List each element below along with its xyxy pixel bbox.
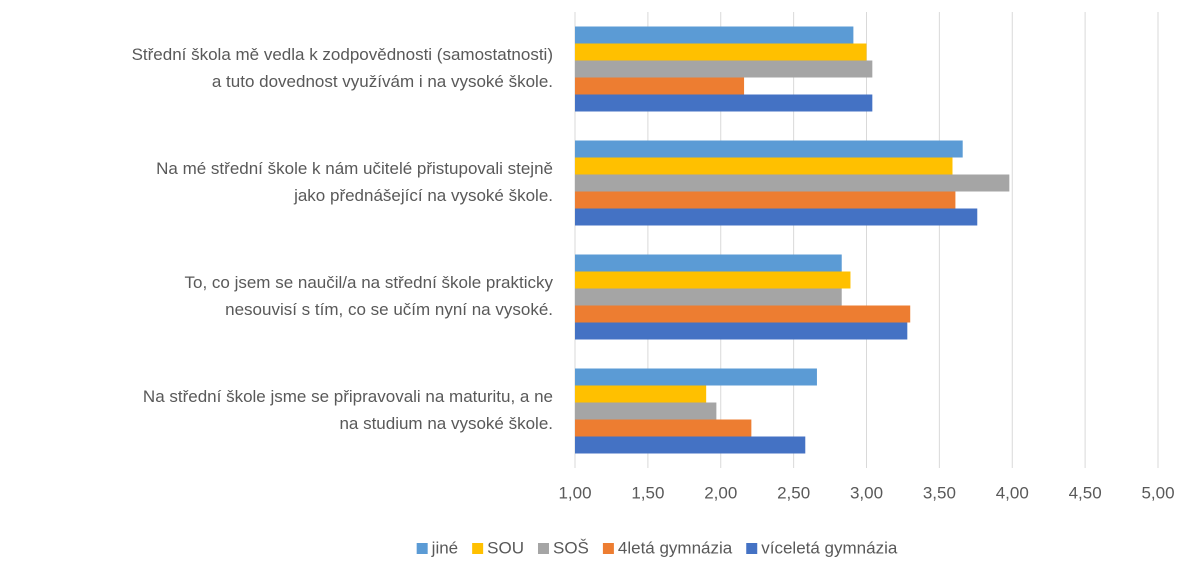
bar — [575, 402, 717, 420]
bar — [575, 419, 752, 437]
legend-swatch — [746, 543, 758, 554]
legend-label: víceletá gymnázia — [761, 538, 898, 557]
category-label: To, co jsem se naučil/a na střední škole… — [185, 273, 554, 292]
bar — [575, 271, 851, 289]
bar — [575, 436, 806, 454]
legend-label: SOU — [487, 538, 524, 557]
category-label: nesouvisí s tím, co se učím nyní na vyso… — [225, 300, 553, 319]
bar — [575, 26, 854, 44]
x-tick-label: 3,00 — [850, 483, 883, 502]
bar — [575, 140, 963, 158]
legend-label: SOŠ — [553, 538, 589, 557]
legend-swatch — [537, 543, 549, 554]
bar — [575, 77, 745, 95]
category-label: a tuto dovednost využívám i na vysoké šk… — [212, 72, 553, 91]
bar — [575, 157, 953, 175]
legend-label: jiné — [431, 538, 458, 557]
bar — [575, 208, 978, 226]
bar — [575, 94, 873, 112]
x-tick-label: 4,00 — [996, 483, 1029, 502]
bar — [575, 254, 842, 272]
x-tick-label: 3,50 — [923, 483, 956, 502]
category-label: na studium na vysoké škole. — [339, 414, 553, 433]
category-label: Na střední škole jsme se připravovali na… — [143, 387, 553, 406]
x-tick-label: 2,00 — [704, 483, 737, 502]
bar — [575, 174, 1010, 192]
category-label: Střední škola mě vedla k zodpovědnosti (… — [132, 45, 553, 64]
x-tick-label: 1,00 — [558, 483, 591, 502]
legend-label: 4letá gymnázia — [618, 538, 733, 557]
category-label: Na mé střední škole k nám učitelé přistu… — [156, 159, 553, 178]
bar — [575, 288, 842, 306]
bar — [575, 191, 956, 209]
x-tick-label: 1,50 — [631, 483, 664, 502]
bar — [575, 368, 817, 386]
bar — [575, 60, 873, 78]
legend-swatch — [472, 543, 484, 554]
bar — [575, 43, 867, 61]
legend-swatch — [416, 543, 428, 554]
x-tick-label: 5,00 — [1141, 483, 1174, 502]
legend-swatch — [602, 543, 614, 554]
x-tick-label: 2,50 — [777, 483, 810, 502]
x-tick-label: 4,50 — [1069, 483, 1102, 502]
bar — [575, 385, 707, 403]
bar — [575, 322, 908, 340]
category-label: jako přednášející na vysoké škole. — [293, 186, 553, 205]
bar — [575, 305, 911, 323]
